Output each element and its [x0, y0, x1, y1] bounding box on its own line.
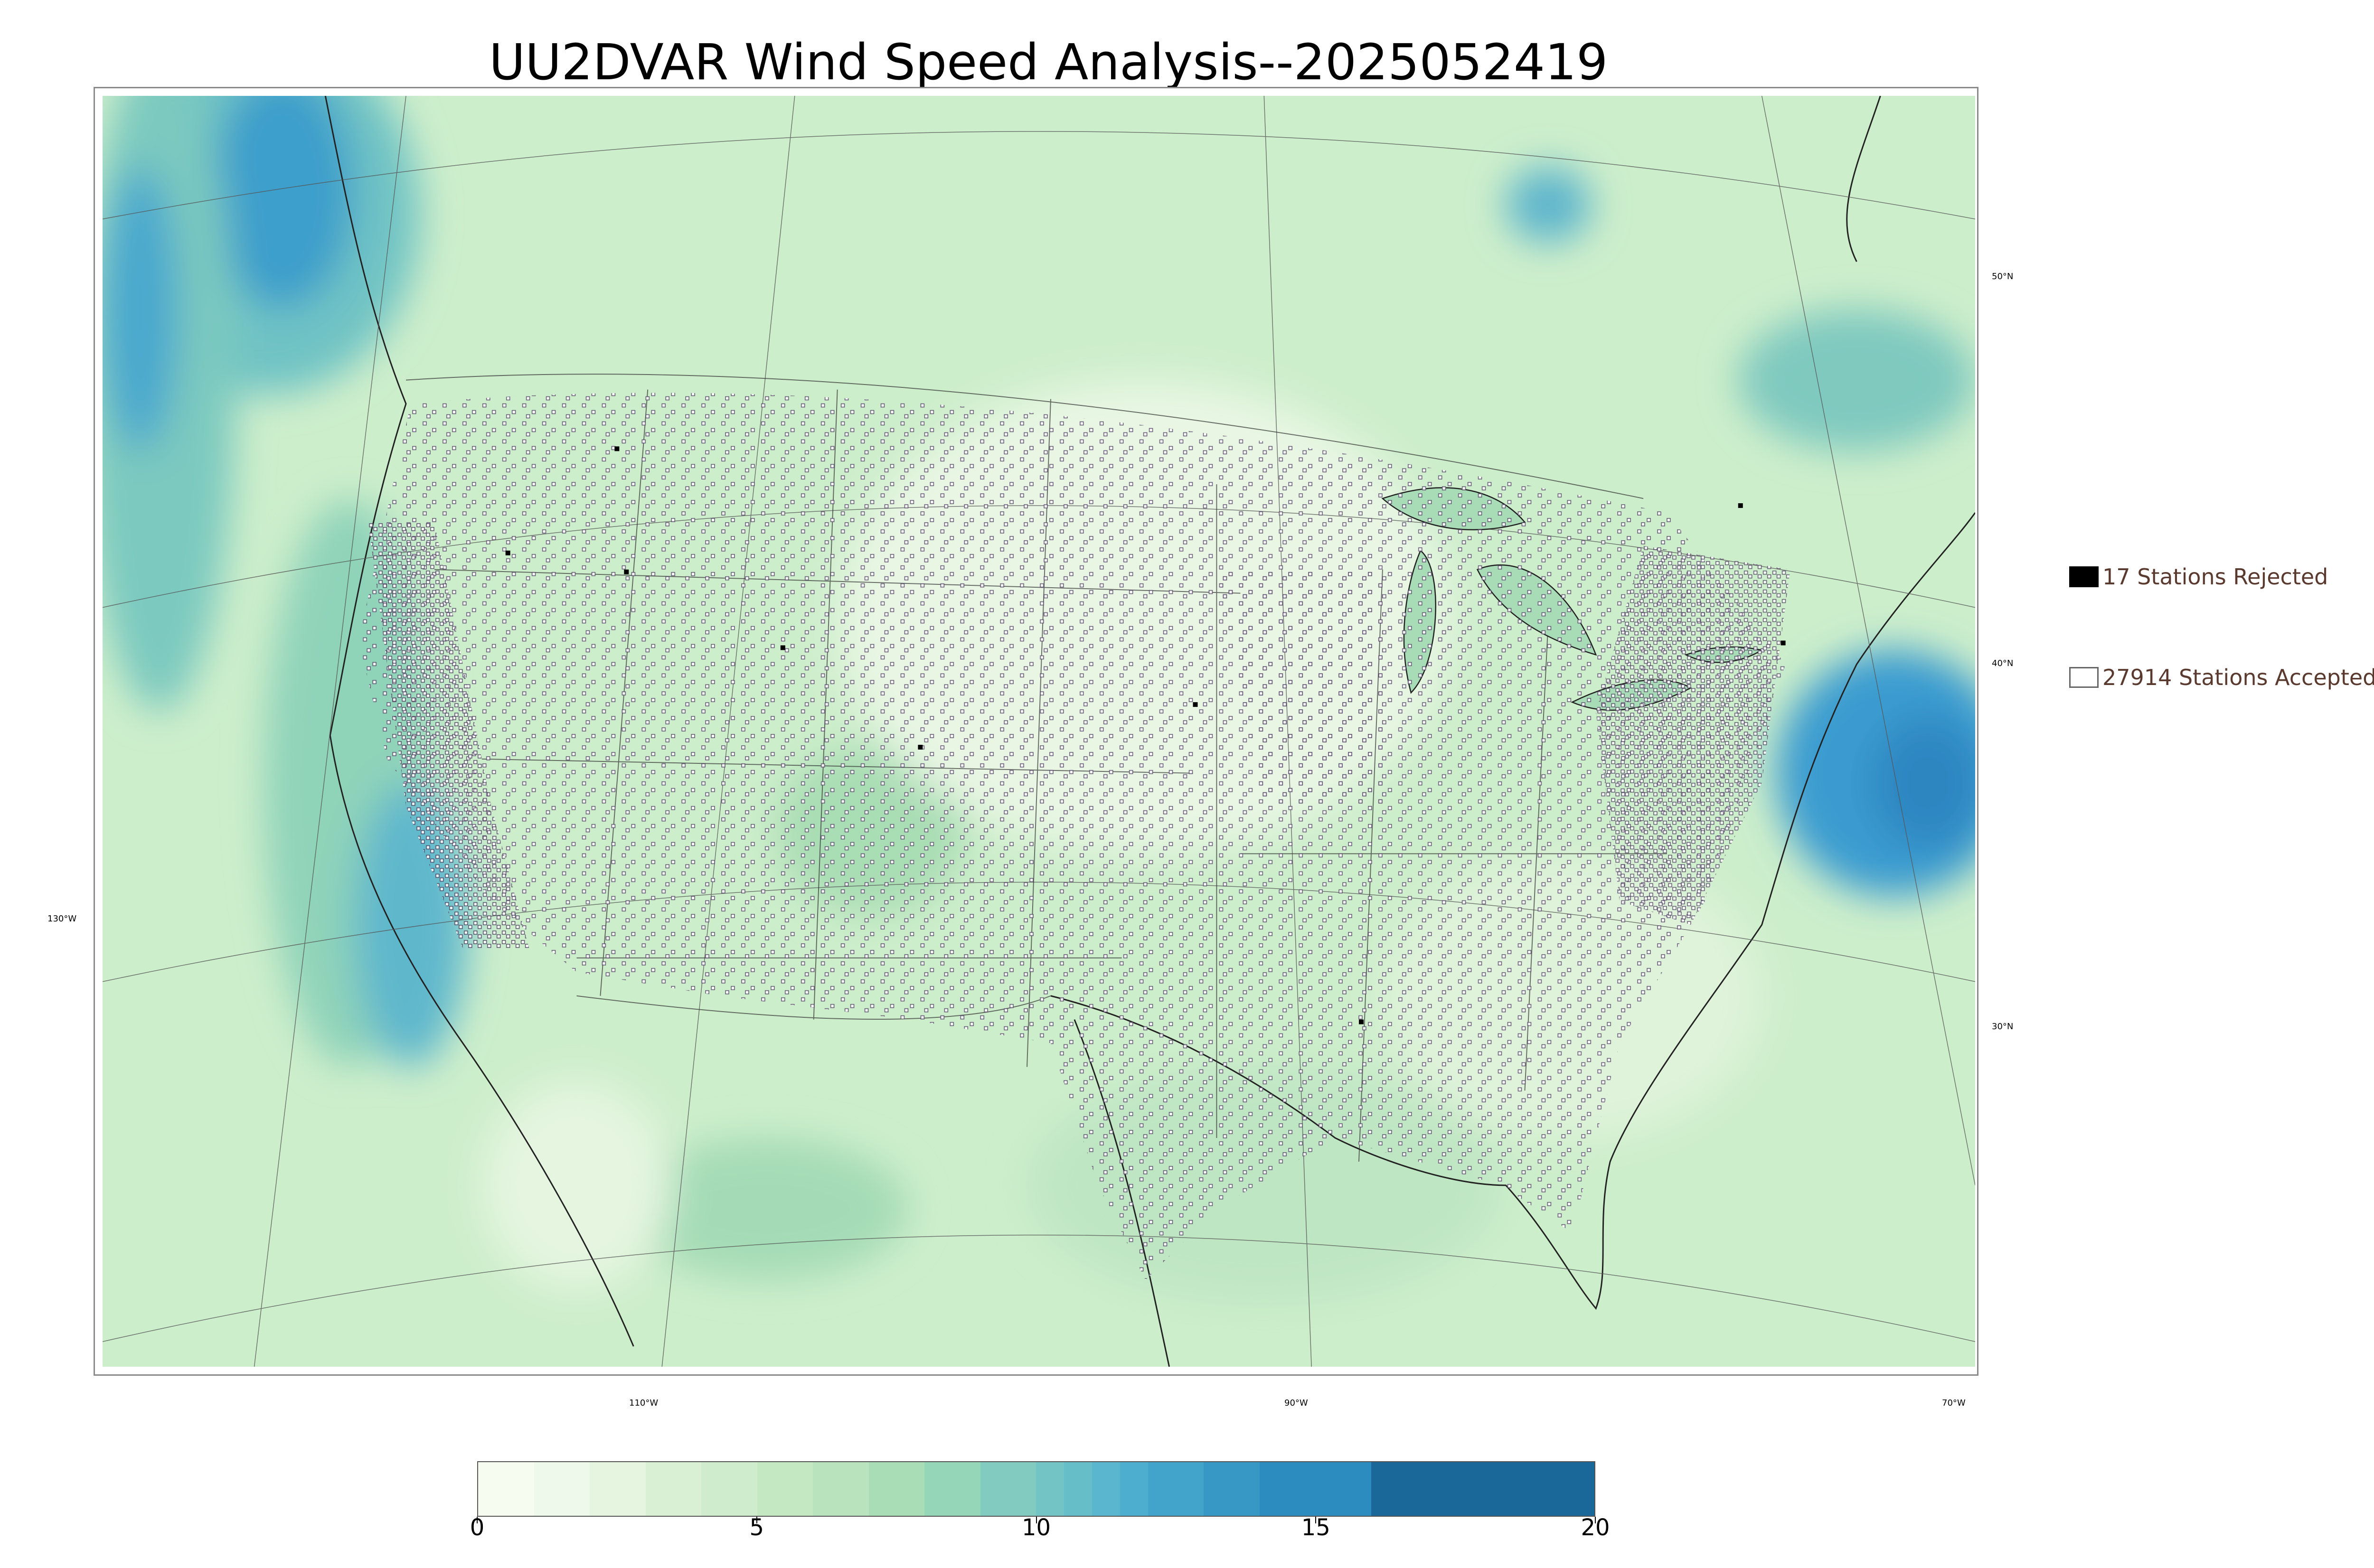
colorbar-tick — [1036, 1517, 1037, 1523]
colorbar-tick — [477, 1517, 478, 1523]
accepted-stations-dense-east — [1596, 545, 1790, 925]
colorbar-tick — [756, 1517, 757, 1523]
map-title: UU2DVAR Wind Speed Analysis--2025052419 — [489, 33, 1608, 91]
colorbar-segment — [1036, 1462, 1065, 1516]
lat-label-50: 50°N — [1992, 272, 2014, 282]
colorbar-segment — [534, 1462, 590, 1516]
lat-label-40: 40°N — [1992, 658, 2014, 668]
colorbar-segment — [1259, 1462, 1371, 1516]
colorbar-tick — [1315, 1517, 1317, 1523]
colorbar-segment — [478, 1462, 534, 1516]
lat-label-30: 30°N — [1992, 1022, 2014, 1032]
legend-accepted: 27914 Stations Accepted — [2069, 665, 2374, 690]
rejected-swatch — [2069, 566, 2099, 587]
lon-label-130: 130°W — [47, 914, 77, 924]
colorbar-segment — [1092, 1462, 1120, 1516]
legend-rejected: 17 Stations Rejected — [2069, 564, 2328, 590]
colorbar-tick-label: 20 — [1581, 1514, 1610, 1541]
colorbar-tick-label: 0 — [470, 1514, 485, 1541]
legend-accepted-label: 27914 Stations Accepted — [2102, 665, 2374, 690]
wind-speed-field[interactable] — [103, 96, 1975, 1367]
colorbar-segment — [757, 1462, 813, 1516]
colorbar-segment — [645, 1462, 702, 1516]
map-panel[interactable] — [94, 87, 1978, 1376]
colorbar-segment — [1064, 1462, 1092, 1516]
accepted-stations-dense-west — [368, 522, 529, 948]
colorbar-segment — [1120, 1462, 1148, 1516]
lon-label-70: 70°W — [1942, 1398, 1966, 1408]
accepted-stations-dense-central — [1216, 569, 1383, 807]
colorbar — [477, 1461, 1595, 1517]
colorbar-segment — [868, 1462, 925, 1516]
colorbar-segment — [1204, 1462, 1260, 1516]
colorbar-tick-label: 5 — [749, 1514, 764, 1541]
colorbar-segment — [924, 1462, 980, 1516]
colorbar-segment — [1148, 1462, 1204, 1516]
accepted-swatch — [2069, 667, 2099, 688]
colorbar-segment — [590, 1462, 646, 1516]
colorbar-tick — [1595, 1517, 1596, 1523]
lon-label-90: 90°W — [1284, 1398, 1308, 1408]
rejected-stations — [505, 446, 1786, 1024]
lon-label-110: 110°W — [629, 1398, 659, 1408]
colorbar-segment — [980, 1462, 1036, 1516]
accepted-stations — [358, 393, 1786, 1280]
colorbar-segment — [701, 1462, 757, 1516]
colorbar-tick-label: 10 — [1021, 1514, 1051, 1541]
colorbar-segment — [1371, 1462, 1594, 1516]
map-svg — [103, 96, 1975, 1367]
legend-rejected-label: 17 Stations Rejected — [2102, 564, 2328, 590]
colorbar-tick-label: 15 — [1301, 1514, 1330, 1541]
colorbar-segment — [813, 1462, 869, 1516]
